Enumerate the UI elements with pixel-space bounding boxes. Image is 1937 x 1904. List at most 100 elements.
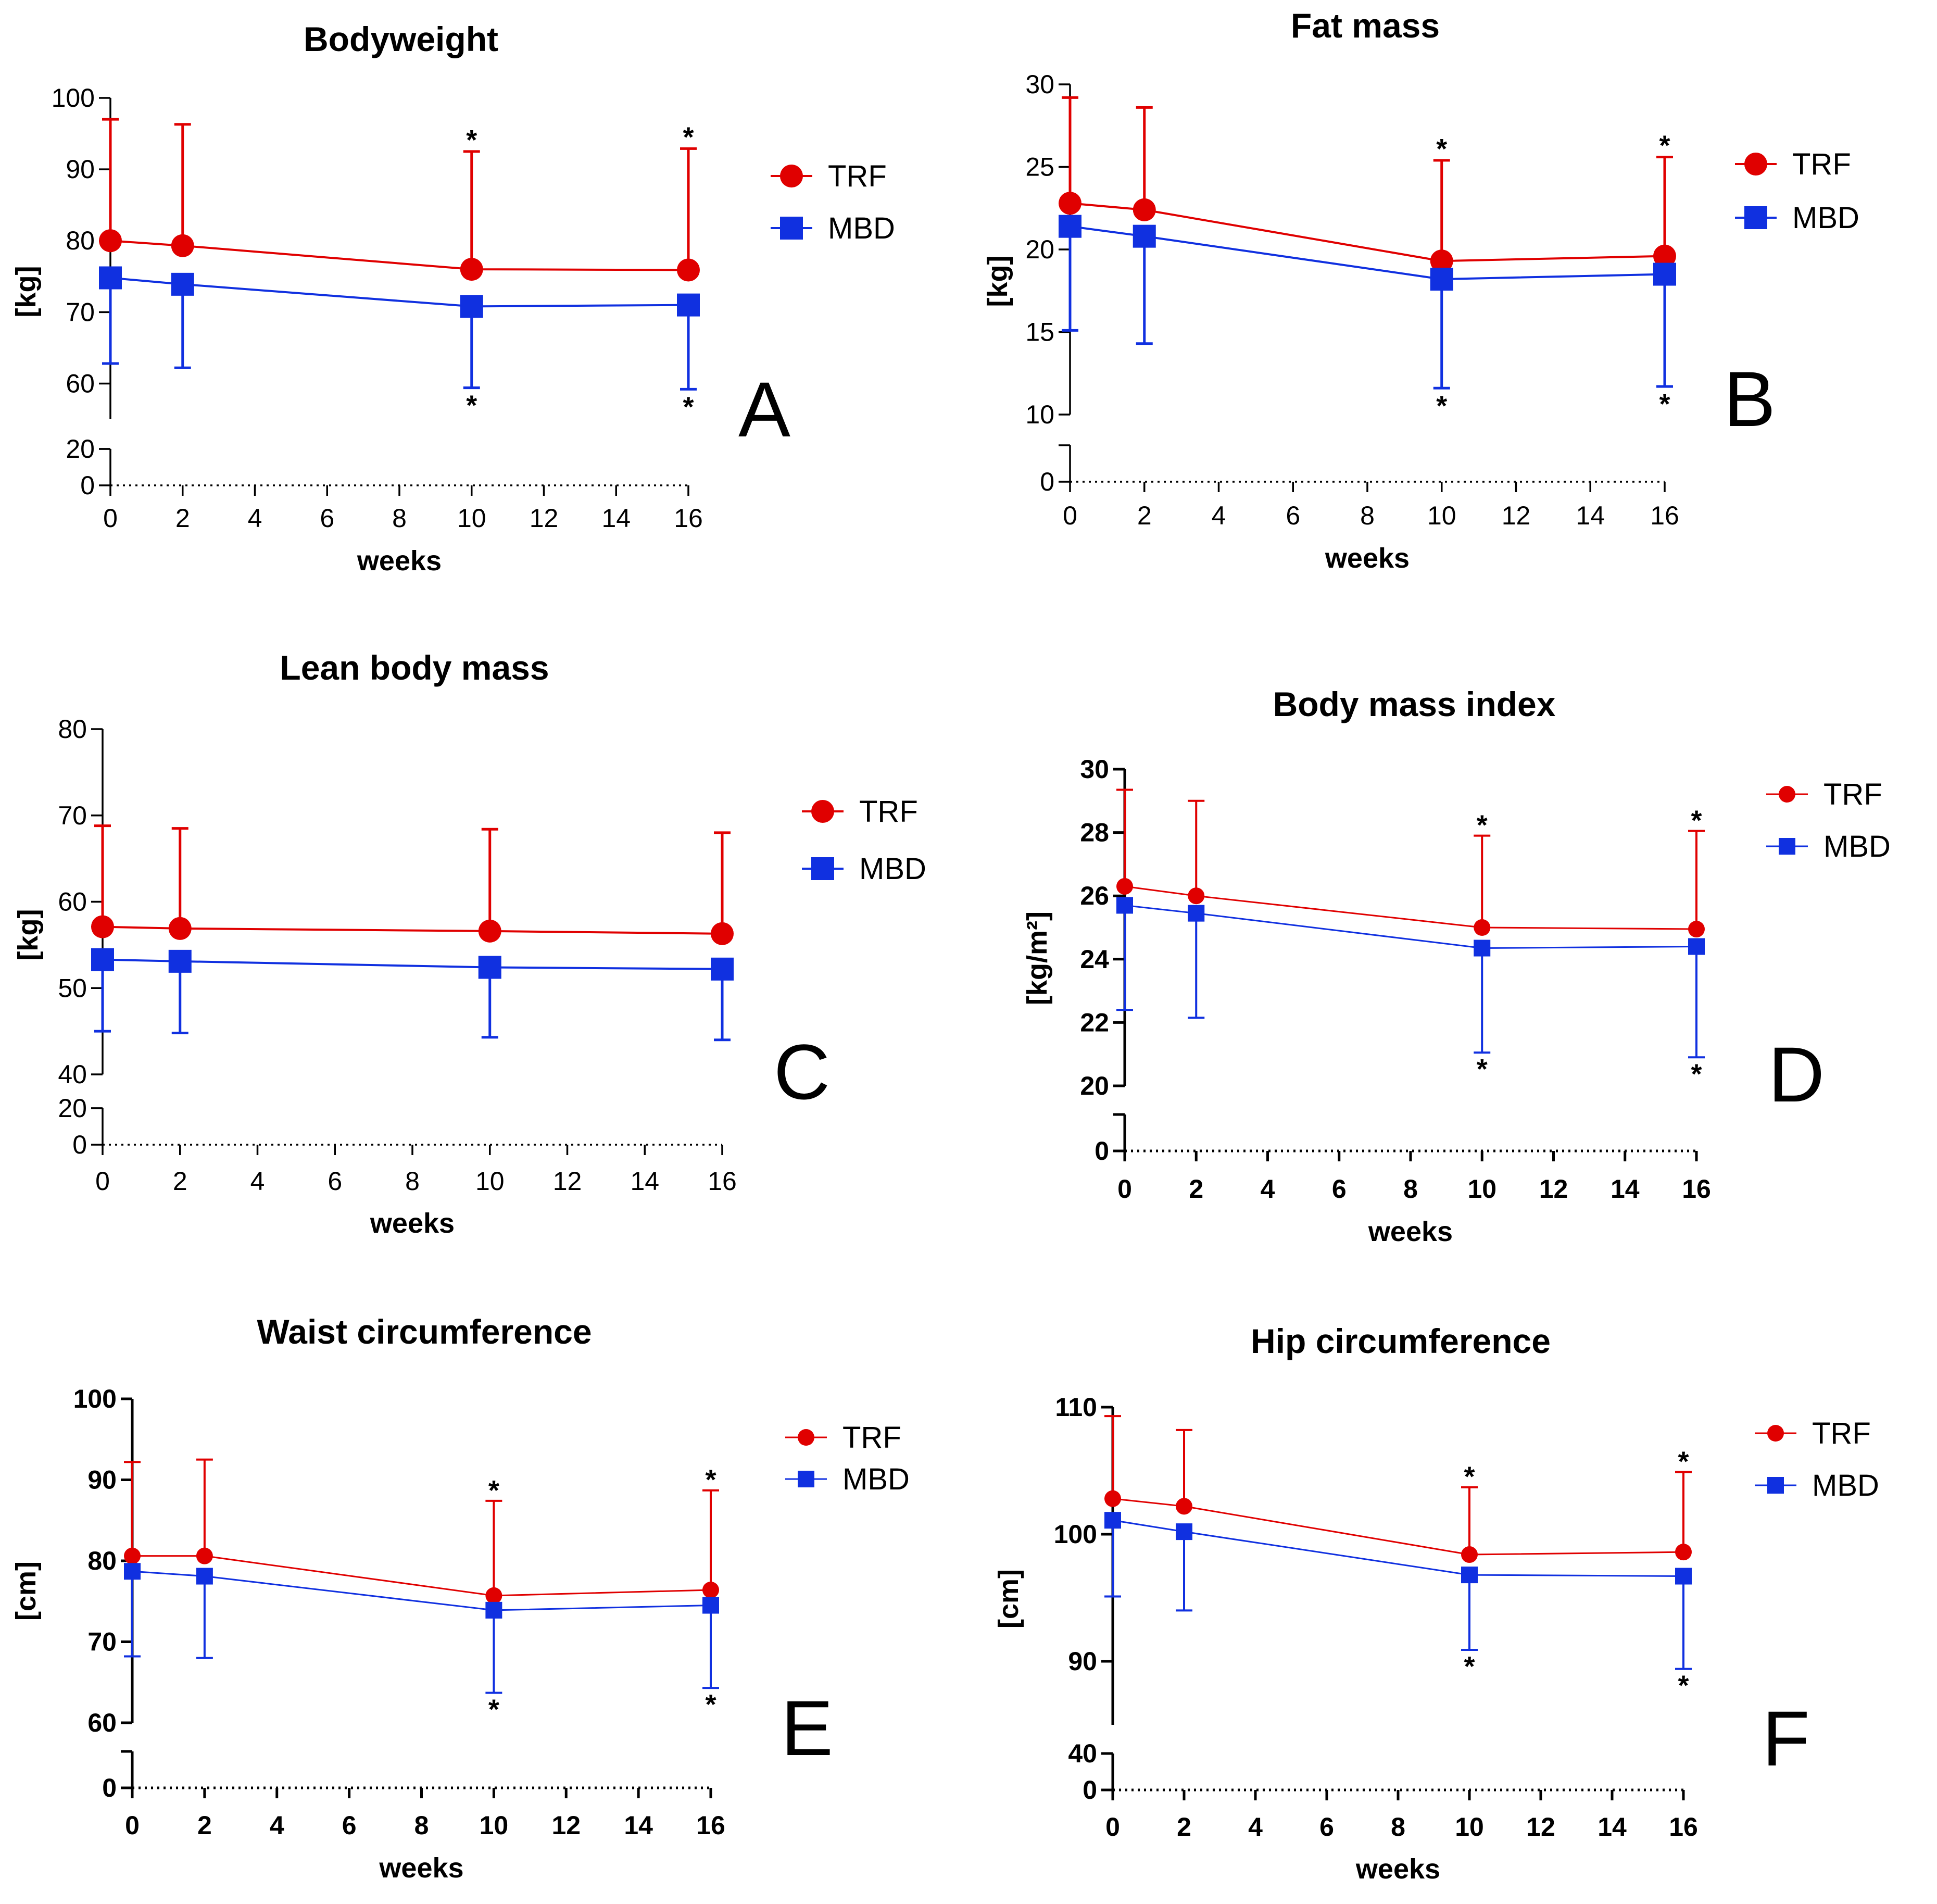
panel-letter: A [738, 366, 790, 453]
chart-title: Body mass index [1273, 685, 1556, 723]
data-point-mbd [1653, 262, 1676, 286]
data-point-trf [1059, 192, 1081, 215]
x-axis-label: weeks [370, 1208, 455, 1239]
panel-e: Waist circumference 60 70 80 90 100 00 2 4 6 8 10 12… [10, 1312, 910, 1884]
legend-label-trf: TRF [859, 795, 918, 829]
data-point-mbd [1461, 1567, 1478, 1584]
series-line [1112, 1519, 1684, 1577]
y-tick-label: 20 [66, 434, 95, 464]
significance-star: * [466, 390, 477, 421]
y-tick-label: 0 [1040, 467, 1054, 496]
x-tick-label: 10 [1455, 1812, 1484, 1842]
legend-label-trf: TRF [1812, 1417, 1871, 1450]
x-tick-label: 2 [1189, 1174, 1203, 1204]
legend-marker-square [811, 857, 834, 880]
x-tick-label: 14 [624, 1811, 653, 1840]
y-tick-label: 0 [72, 1130, 87, 1159]
y-tick-label: 25 [1025, 153, 1054, 182]
significance-star: * [488, 1694, 499, 1725]
data-point-mbd [124, 1563, 141, 1580]
y-tick-label: 20 [1080, 1071, 1109, 1100]
data-point-mbd [1675, 1568, 1692, 1585]
panel-letter: D [1768, 1031, 1825, 1118]
x-tick-label: 12 [553, 1167, 582, 1196]
panel-letter: C [774, 1028, 830, 1116]
data-point-trf [124, 1547, 141, 1564]
y-tick-label: 26 [1080, 881, 1109, 910]
data-point-mbd [1104, 1512, 1121, 1529]
y-tick-label: 22 [1080, 1008, 1109, 1037]
significance-star: * [1477, 810, 1488, 841]
x-tick-label: 0 [1105, 1812, 1120, 1842]
legend: TRF MBD [1766, 778, 1891, 863]
data-point-trf [711, 922, 734, 945]
significance-star: * [1659, 389, 1670, 420]
legend: TRF MBD [802, 795, 926, 886]
panel-a: Bodyweight 60 70 80 90 100 0 20 0 2 4 6 8 10 12 14 16 wee… [10, 20, 895, 577]
x-axis-label: weeks [1325, 543, 1410, 574]
x-tick-label: 0 [95, 1167, 110, 1196]
x-tick-label: 16 [1682, 1174, 1711, 1204]
x-tick-label: 12 [1502, 501, 1531, 530]
y-axis-label: [kg] [12, 909, 44, 961]
x-tick-label: 2 [173, 1167, 187, 1196]
x-tick-label: 16 [1650, 501, 1679, 530]
data-point-trf [99, 229, 122, 253]
significance-star: * [705, 1464, 716, 1496]
legend-marker-square [1744, 206, 1767, 229]
x-tick-label: 16 [696, 1811, 725, 1840]
y-tick-label: 0 [102, 1773, 117, 1802]
y-tick-label: 20 [58, 1094, 87, 1123]
legend: TRF MBD [771, 159, 895, 245]
series-line [110, 240, 689, 271]
y-tick-label: 90 [87, 1465, 117, 1495]
data-point-trf [1176, 1498, 1192, 1515]
x-tick-label: 16 [674, 504, 703, 533]
legend-marker-circle [811, 800, 834, 823]
data-point-mbd [677, 293, 700, 317]
x-tick-label: 4 [1212, 501, 1226, 530]
x-tick-label: 2 [175, 504, 190, 533]
y-tick-label: 50 [58, 973, 87, 1003]
y-tick-label: 90 [1068, 1647, 1097, 1676]
x-axis-label: weeks [357, 545, 442, 577]
data-point-trf [1430, 249, 1453, 273]
x-tick-label: 2 [197, 1811, 212, 1840]
chart-title: Lean body mass [280, 648, 549, 687]
x-tick-label: 8 [1360, 501, 1375, 530]
panel-letter: B [1724, 355, 1776, 443]
y-axis-label: [kg] [982, 256, 1013, 307]
x-tick-label: 12 [551, 1811, 581, 1840]
data-point-trf [1133, 198, 1156, 221]
x-axis-label: weeks [379, 1852, 463, 1884]
x-tick-label: 10 [480, 1811, 509, 1840]
legend-label-mbd: MBD [1812, 1469, 1879, 1502]
series-mbd: ** [99, 266, 700, 422]
x-tick-label: 14 [1598, 1812, 1627, 1842]
x-tick-label: 10 [457, 504, 486, 533]
legend-label-trf: TRF [1823, 778, 1882, 811]
significance-star: * [705, 1689, 716, 1720]
series-line [1112, 1498, 1684, 1556]
x-tick-label: 0 [103, 504, 118, 533]
data-point-mbd [1474, 940, 1491, 957]
series-line [132, 1570, 711, 1611]
y-tick-label: 100 [73, 1384, 117, 1413]
chart-title: Bodyweight [304, 20, 498, 58]
data-point-trf [1474, 919, 1491, 936]
series-line [1070, 225, 1665, 281]
x-tick-label: 10 [1467, 1174, 1496, 1204]
data-point-mbd [1188, 905, 1205, 922]
legend: TRF MBD [785, 1421, 910, 1496]
significance-star: * [683, 391, 694, 422]
y-tick-label: 28 [1080, 818, 1109, 847]
x-tick-label: 14 [601, 504, 631, 533]
data-point-trf [1104, 1490, 1121, 1507]
chart-title: Waist circumference [257, 1312, 592, 1351]
y-tick-label: 0 [1095, 1136, 1109, 1166]
x-tick-label: 6 [1319, 1812, 1334, 1842]
y-tick-label: 70 [66, 297, 95, 327]
legend-marker-circle [1767, 1425, 1784, 1442]
legend-marker-square [1767, 1477, 1784, 1494]
series-line [132, 1555, 711, 1597]
